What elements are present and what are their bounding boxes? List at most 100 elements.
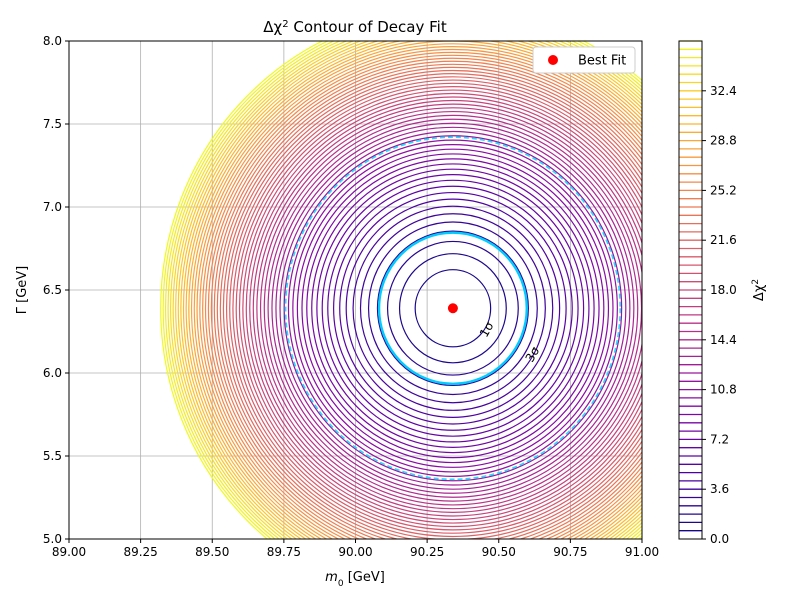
y-tick-label-4: 7.0 [43,200,62,214]
y-tick-label-5: 7.5 [43,117,62,131]
sigma-contours: 1σ 3σ [284,136,622,481]
contour-line-10 [333,185,573,431]
contour-line-18 [292,144,614,473]
contour-line-38 [219,69,642,539]
contour-line-60 [160,41,642,539]
colorbar-tick-label-8: 28.8 [710,134,737,148]
contour-line-50 [185,41,642,539]
contour-line-14 [311,163,595,454]
contour-line-55 [172,41,642,539]
colorbar-tick-label-2: 7.2 [710,432,729,446]
contour-line-35 [229,79,642,538]
y-tick-label-6: 8.0 [43,34,62,48]
contour-line-9 [339,191,567,425]
best-fit-point [447,303,458,314]
contour-line-4 [376,230,529,387]
contour-line-3 [386,240,519,376]
colorbar-tick-label-6: 21.6 [710,233,737,247]
colorbar-tick-label-4: 14.4 [710,333,737,347]
contour-line-2 [398,253,507,364]
contour-line-1 [414,269,492,348]
contour-line-28 [252,103,642,513]
contour-line-57 [167,41,642,539]
contour-line-31 [242,92,642,524]
y-axis-label: Γ [GeV] [15,266,30,314]
contour-line-21 [279,130,627,486]
contour-line-41 [210,60,642,539]
contour-line-8 [345,198,561,418]
contour-line-46 [196,46,642,539]
x-axis-label: m0 [GeV] [325,570,385,589]
colorbar-label: Δχ2 [751,279,767,301]
contour-line-34 [232,82,642,534]
sigma-contour-label-2: 3σ [523,344,543,365]
contour-line-15 [306,158,600,459]
contour-line-30 [245,96,642,521]
x-tick-label-1: 89.25 [123,545,157,559]
contour-line-36 [226,76,642,539]
colorbar-tick-label-5: 18.0 [710,283,737,297]
contour-line-45 [199,48,642,539]
colorbar-tick-label-9: 32.4 [710,84,737,98]
contour-line-27 [256,107,642,510]
sigma-contour-1 [377,231,528,385]
legend-box [532,46,636,74]
y-tick-label-3: 6.5 [43,283,62,297]
contour-line-7 [352,205,554,411]
contour-line-58 [165,41,642,539]
legend: Best Fit [532,46,636,74]
contour-line-32 [238,89,642,528]
contour-line-23 [271,122,635,494]
contour-line-26 [259,111,642,506]
colorbar-tick-label-1: 3.6 [710,482,729,496]
contour-line-56 [170,41,642,539]
contour-line-24 [267,118,639,498]
x-tick-label-8: 91.00 [625,545,659,559]
y-tick-label-0: 5.0 [43,532,62,546]
colorbar-tick-label-7: 25.2 [710,183,737,197]
sigma-contour-label-1: 1σ [477,319,497,340]
contour-line-44 [202,51,642,539]
x-tick-label-3: 89.75 [267,545,301,559]
colorbar [679,40,702,539]
contour-line-52 [180,41,642,539]
contour-line-13 [316,168,590,448]
x-tick-label-4: 90.00 [338,545,372,559]
contour-line-37 [222,73,642,539]
chart-title: Δχ2 Contour of Decay Fit [263,18,447,36]
x-tick-label-2: 89.50 [195,545,229,559]
x-tick-label-5: 90.25 [410,545,444,559]
contour-line-12 [321,174,585,443]
x-tick-label-6: 90.50 [482,545,516,559]
contour-line-53 [177,41,642,539]
x-tick-label-0: 89.00 [52,545,86,559]
contour-line-42 [207,57,642,539]
contour-line-43 [204,54,642,539]
contour-line-51 [182,41,642,539]
contour-set [160,41,642,539]
contour-line-20 [283,135,623,482]
contour-line-33 [235,86,642,531]
sigma-contour-2 [284,136,622,481]
contour-line-22 [275,126,631,490]
markers [447,303,458,314]
contour-line-39 [216,66,642,539]
y-tick-label-2: 6.0 [43,366,62,380]
y-tick-label-1: 5.5 [43,449,62,463]
legend-marker-best-fit [548,55,558,65]
contour-line-19 [287,139,618,478]
legend-label-best-fit: Best Fit [578,54,626,69]
contour-line-59 [162,41,642,539]
y-axis-ticks: 5.0 5.5 6.0 6.5 7.0 7.5 8.0 [43,34,69,546]
colorbar-tick-label-0: 0.0 [710,532,729,546]
contour-line-17 [296,148,610,468]
contour-line-29 [249,99,642,517]
contour-line-6 [359,213,546,404]
contour-line-40 [213,63,642,539]
contour-line-54 [175,41,642,539]
contour-line-11 [327,179,579,437]
contour-line-49 [188,41,642,539]
contour-line-16 [301,153,605,464]
x-tick-label-7: 90.75 [553,545,587,559]
